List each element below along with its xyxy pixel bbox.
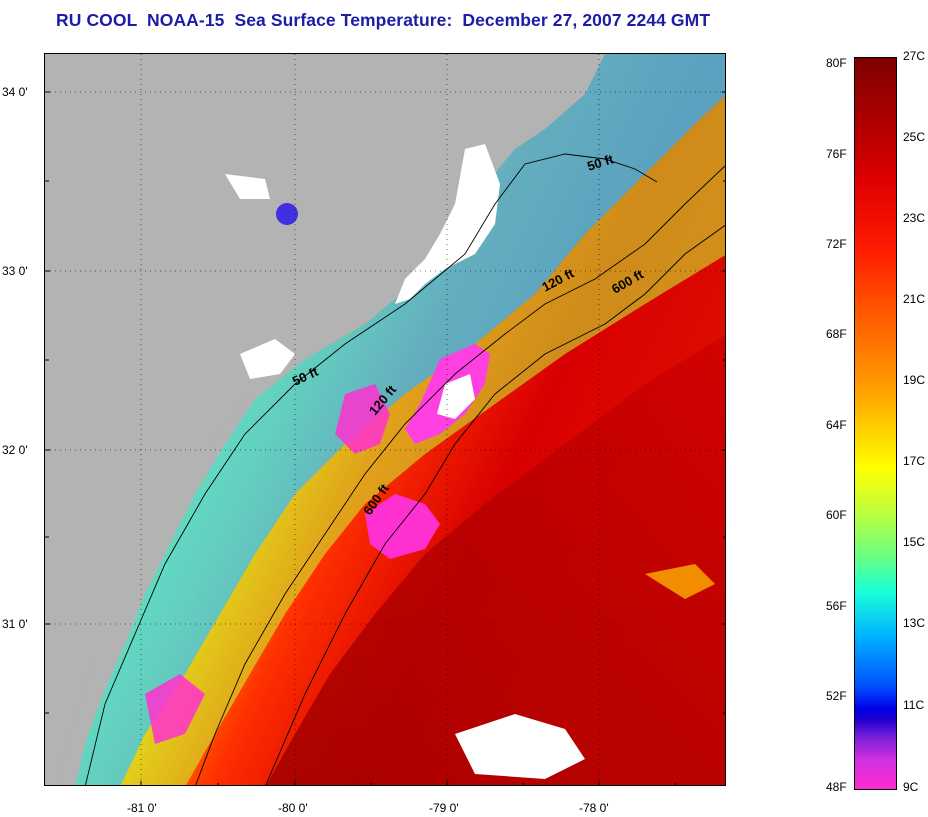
colorbar-c-label: 17C xyxy=(903,454,926,468)
colorbar-f-label: 48F xyxy=(826,780,847,794)
isobaths xyxy=(85,153,725,785)
colorbar-c-label: 23C xyxy=(903,211,926,225)
frame-ticks xyxy=(45,91,725,785)
colorbar-f-label: 64F xyxy=(826,418,847,432)
lon-label: -78 0' xyxy=(579,801,609,815)
colorbar-c-label: 11C xyxy=(903,698,925,712)
map-title: RU COOL NOAA-15 Sea Surface Temperature:… xyxy=(56,10,711,30)
cloud-patch xyxy=(276,203,298,225)
cloud-patch xyxy=(225,174,270,199)
colorbar-f-label: 60F xyxy=(826,508,847,522)
temperature-colorbar xyxy=(854,57,897,790)
cloud-patch xyxy=(395,144,500,304)
cloud-patch xyxy=(335,384,390,454)
cloud-patch xyxy=(145,674,205,744)
cloud-patch xyxy=(455,714,585,779)
lat-label: 34 0' xyxy=(2,85,28,99)
grid-lines xyxy=(45,54,725,785)
colorbar-c-label: 19C xyxy=(903,373,926,387)
lat-label: 32 0' xyxy=(2,443,28,457)
sst-map: 50 ft 120 ft 600 ft 50 ft 120 ft 600 ft xyxy=(44,53,726,786)
colorbar-f-label: 56F xyxy=(826,599,847,613)
colorbar-c-label: 9C xyxy=(903,780,919,794)
lon-label: -81 0' xyxy=(127,801,157,815)
lon-label: -80 0' xyxy=(278,801,308,815)
lat-label: 31 0' xyxy=(2,617,28,631)
lat-label: 33 0' xyxy=(2,264,28,278)
land-mass xyxy=(45,54,605,785)
colorbar-c-label: 21C xyxy=(903,292,926,306)
gulf-stream-core xyxy=(266,335,725,785)
colorbar-c-label: 27C xyxy=(903,49,926,63)
colorbar-f-label: 68F xyxy=(826,327,847,341)
lon-label: -79 0' xyxy=(429,801,459,815)
colorbar-f-label: 80F xyxy=(826,56,847,70)
colorbar-c-label: 15C xyxy=(903,535,926,549)
nearshore-cool-band xyxy=(75,54,725,785)
cloud-patch xyxy=(240,339,295,379)
colorbar-f-label: 72F xyxy=(826,237,847,251)
cloud-patch xyxy=(365,494,440,559)
cloud-patch xyxy=(645,564,715,599)
cloud-patch xyxy=(437,374,475,419)
colorbar-c-label: 25C xyxy=(903,130,926,144)
colorbar-f-label: 52F xyxy=(826,689,847,703)
sst-map-canvas: 50 ft 120 ft 600 ft 50 ft 120 ft 600 ft xyxy=(45,54,725,785)
colorbar-c-label: 13C xyxy=(903,616,926,630)
colorbar-f-label: 76F xyxy=(826,147,847,161)
